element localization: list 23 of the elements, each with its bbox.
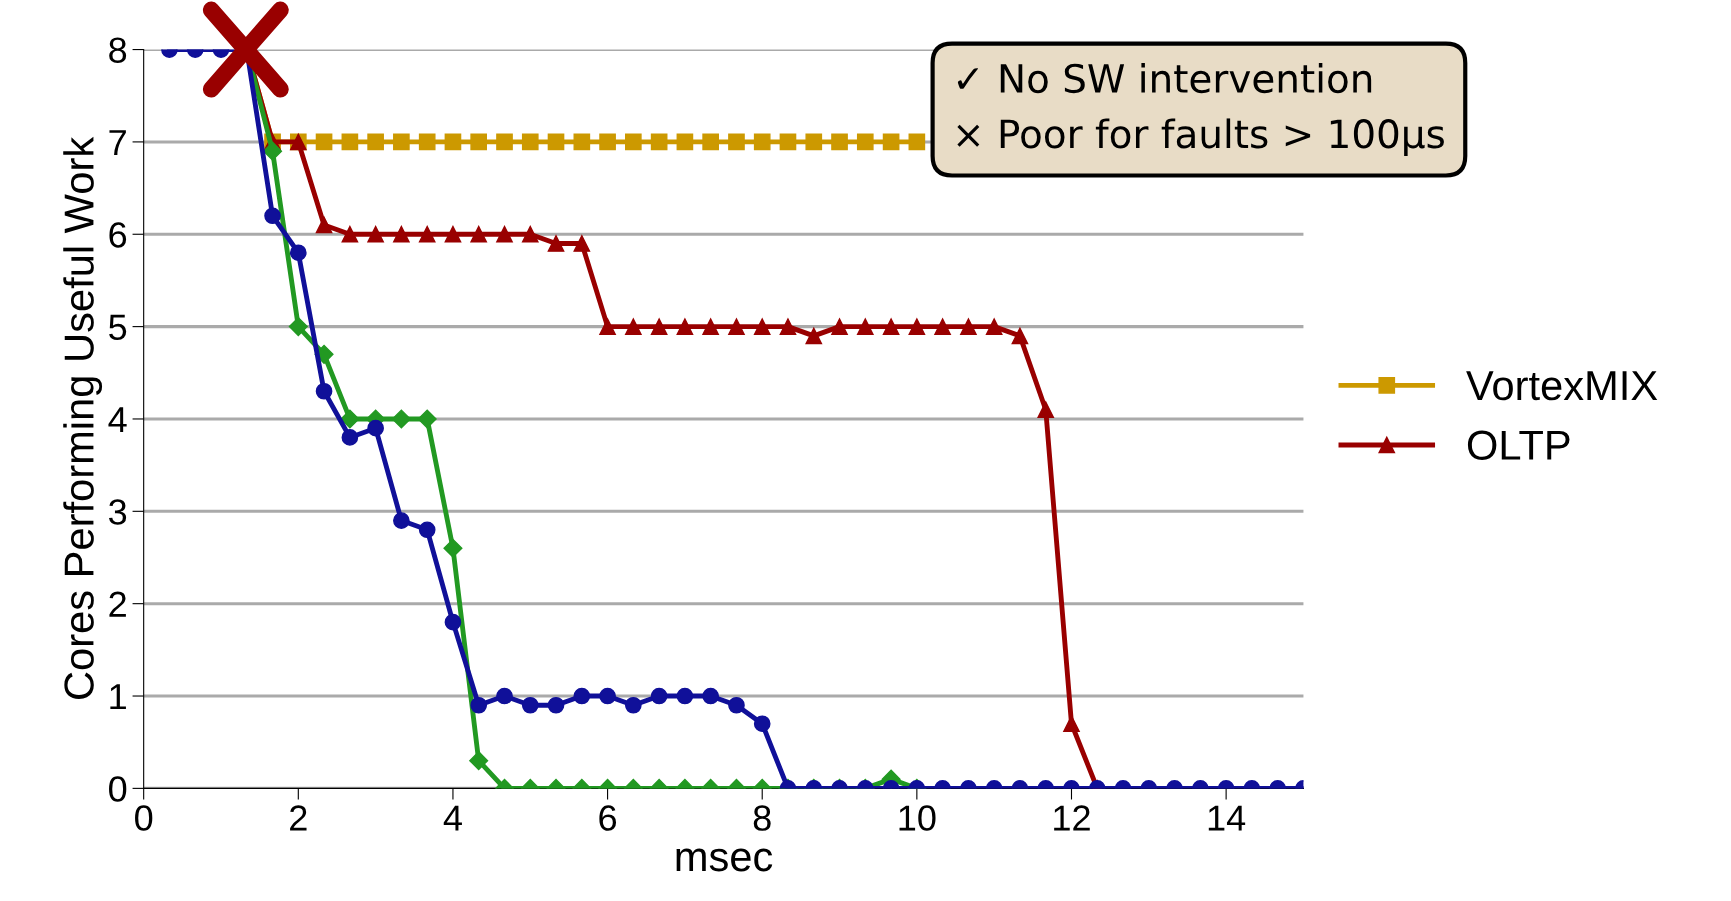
x-axis-title: msec	[676, 848, 773, 872]
y-tick-label: 8	[109, 37, 127, 63]
x-tick-label: 10	[899, 805, 936, 831]
x-tick-label: 12	[1054, 805, 1090, 831]
x-tick-label: 14	[1208, 805, 1246, 831]
y-tick-label: 4	[108, 407, 127, 433]
legend-label: VortexMIX	[1466, 371, 1658, 401]
y-tick-label: 2	[109, 591, 126, 617]
y-tick-label: 1	[110, 684, 126, 710]
x-tick-label: 4	[443, 805, 462, 831]
y-tick-label: 7	[109, 130, 126, 155]
x-tick-label: 0	[135, 805, 153, 831]
y-tick-label: 3	[109, 499, 127, 525]
annotation: × Poor for faults > 100μs	[957, 118, 1444, 157]
annotation: ✓ No SW intervention	[957, 63, 1372, 94]
y-tick-label: 0	[109, 776, 127, 802]
y-axis-title: Cores Performing Useful Work	[63, 136, 103, 699]
legend-label: OLTP	[1467, 430, 1570, 460]
y-tick-label: 5	[109, 314, 127, 341]
x-tick-label: 2	[290, 805, 307, 831]
y-tick-label: 6	[109, 222, 127, 248]
x-tick-label: 6	[599, 805, 617, 831]
x-tick-label: 8	[753, 805, 771, 831]
